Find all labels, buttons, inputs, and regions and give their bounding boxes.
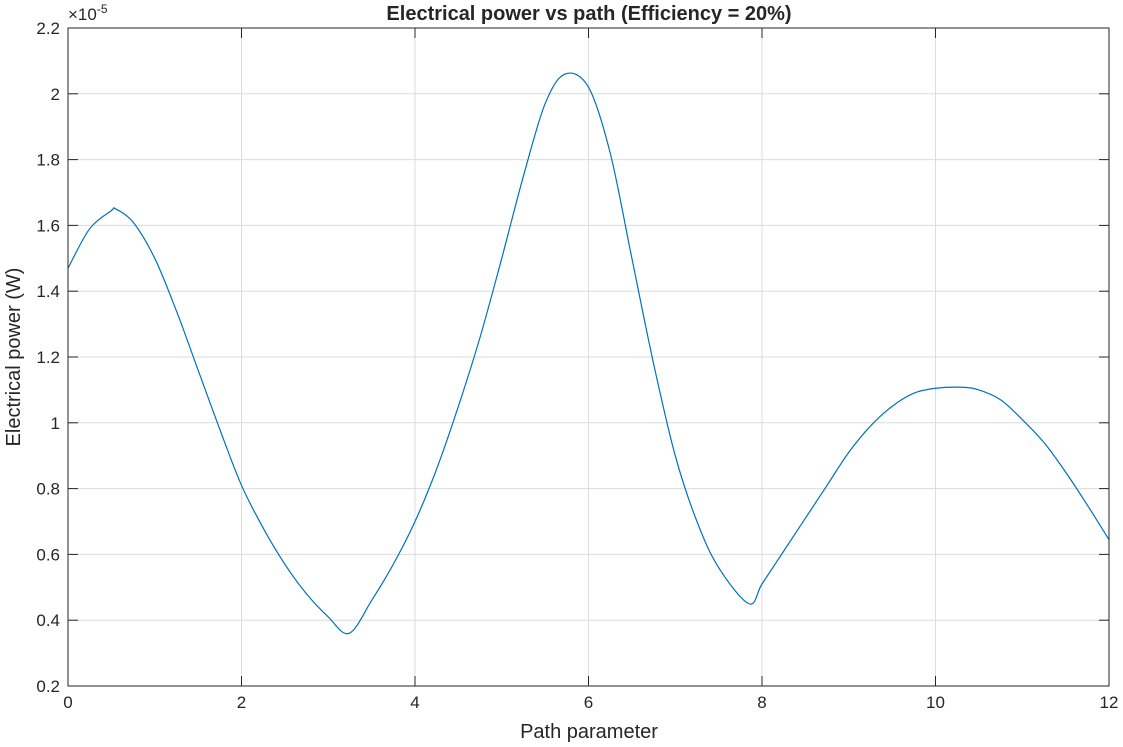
y-tick-label: 2 bbox=[51, 85, 60, 104]
x-tick-label: 10 bbox=[926, 693, 945, 712]
y-tick-label: 0.6 bbox=[36, 545, 60, 564]
y-tick-label: 1.4 bbox=[36, 282, 60, 301]
y-exponent-power: -5 bbox=[97, 2, 108, 16]
y-exponent-label: ×10-5 bbox=[68, 2, 108, 24]
x-tick-labels: 0 2 4 6 8 10 12 bbox=[63, 693, 1118, 712]
y-exponent-base: ×10 bbox=[68, 5, 97, 24]
ticks bbox=[67, 27, 1110, 687]
y-axis-title: Electrical power (W) bbox=[3, 268, 25, 447]
series-line bbox=[67, 72, 1110, 635]
x-tick-label: 6 bbox=[584, 693, 593, 712]
x-tick-label: 4 bbox=[410, 693, 419, 712]
x-tick-label: 0 bbox=[63, 693, 72, 712]
y-tick-label: 2.2 bbox=[36, 19, 60, 38]
grid bbox=[68, 28, 1109, 686]
y-tick-label: 1.2 bbox=[36, 348, 60, 367]
y-tick-label: 0.2 bbox=[36, 677, 60, 696]
y-tick-label: 0.8 bbox=[36, 480, 60, 499]
y-tick-label: 1 bbox=[51, 414, 60, 433]
chart-title: Electrical power vs path (Efficiency = 2… bbox=[386, 3, 791, 25]
x-tick-label: 2 bbox=[237, 693, 246, 712]
x-tick-label: 8 bbox=[757, 693, 766, 712]
y-tick-label: 1.8 bbox=[36, 151, 60, 170]
x-axis-title: Path parameter bbox=[520, 721, 658, 743]
y-tick-labels: 0.2 0.4 0.6 0.8 1 1.2 1.4 1.6 1.8 2 2.2 bbox=[36, 19, 60, 696]
y-tick-label: 0.4 bbox=[36, 611, 60, 630]
x-tick-label: 12 bbox=[1100, 693, 1119, 712]
y-tick-label: 1.6 bbox=[36, 216, 60, 235]
